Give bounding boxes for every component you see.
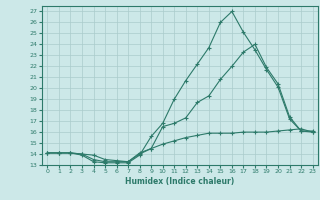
X-axis label: Humidex (Indice chaleur): Humidex (Indice chaleur): [125, 177, 235, 186]
